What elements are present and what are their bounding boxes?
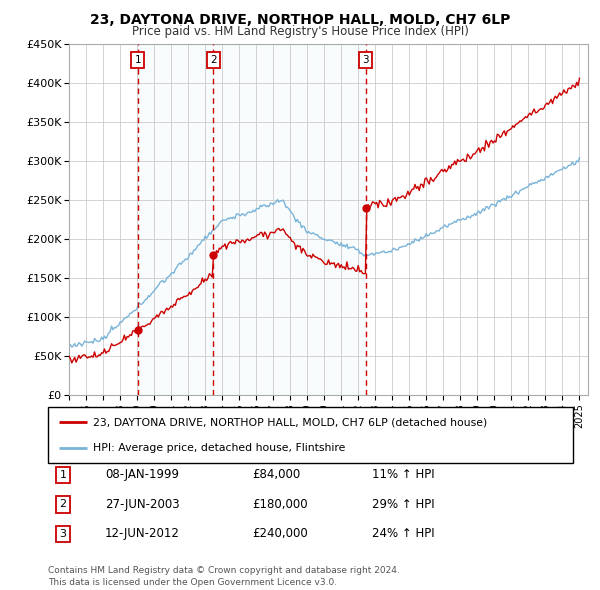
Text: 08-JAN-1999: 08-JAN-1999	[105, 468, 179, 481]
Text: Contains HM Land Registry data © Crown copyright and database right 2024.
This d: Contains HM Land Registry data © Crown c…	[48, 566, 400, 587]
FancyBboxPatch shape	[48, 407, 573, 463]
Text: 3: 3	[362, 55, 369, 65]
Text: 2: 2	[210, 55, 217, 65]
Text: 12-JUN-2012: 12-JUN-2012	[105, 527, 180, 540]
Text: 3: 3	[59, 529, 67, 539]
Text: 24% ↑ HPI: 24% ↑ HPI	[372, 527, 434, 540]
Text: 11% ↑ HPI: 11% ↑ HPI	[372, 468, 434, 481]
Bar	[138, 44, 214, 395]
Text: 2: 2	[59, 500, 67, 509]
Text: HPI: Average price, detached house, Flintshire: HPI: Average price, detached house, Flin…	[92, 443, 345, 453]
Text: 29% ↑ HPI: 29% ↑ HPI	[372, 498, 434, 511]
Text: £240,000: £240,000	[252, 527, 308, 540]
Text: 1: 1	[134, 55, 141, 65]
Bar	[214, 44, 366, 395]
Text: Price paid vs. HM Land Registry's House Price Index (HPI): Price paid vs. HM Land Registry's House …	[131, 25, 469, 38]
Text: 1: 1	[59, 470, 67, 480]
Text: 23, DAYTONA DRIVE, NORTHOP HALL, MOLD, CH7 6LP (detached house): 23, DAYTONA DRIVE, NORTHOP HALL, MOLD, C…	[92, 417, 487, 427]
Text: £180,000: £180,000	[252, 498, 308, 511]
Text: 23, DAYTONA DRIVE, NORTHOP HALL, MOLD, CH7 6LP: 23, DAYTONA DRIVE, NORTHOP HALL, MOLD, C…	[90, 13, 510, 27]
Text: £84,000: £84,000	[252, 468, 300, 481]
Text: 27-JUN-2003: 27-JUN-2003	[105, 498, 179, 511]
